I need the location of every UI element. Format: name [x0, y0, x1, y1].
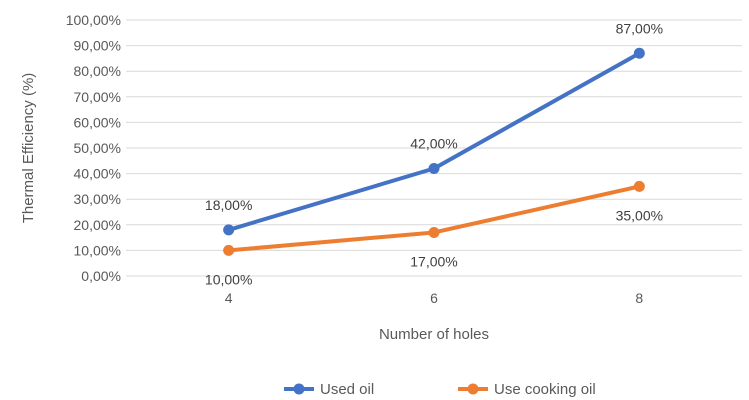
y-tick-label: 30,00% — [74, 191, 121, 207]
y-tick-label: 40,00% — [74, 166, 121, 182]
data-labels: 18,00% 42,00% 87,00% 10,00% 17,00% 35,00% — [205, 20, 663, 287]
series-lines — [223, 47, 645, 256]
data-point — [428, 162, 440, 174]
legend-swatch-marker — [293, 383, 305, 395]
data-label: 18,00% — [205, 197, 252, 213]
y-tick-label: 60,00% — [74, 114, 121, 130]
legend-label: Used oil — [320, 381, 374, 398]
x-tick-label: 6 — [430, 290, 438, 306]
data-point — [223, 224, 235, 236]
y-axis-title: Thermal Efficiency (%) — [20, 73, 37, 224]
data-point — [223, 244, 235, 256]
legend-swatch-marker — [467, 383, 479, 395]
y-tick-label: 80,00% — [74, 63, 121, 79]
y-tick-label: 50,00% — [74, 140, 121, 156]
y-tick-label: 100,00% — [66, 12, 121, 28]
data-label: 10,00% — [205, 271, 252, 287]
data-label: 35,00% — [616, 207, 663, 223]
y-axis-ticks: 0,00% 10,00% 20,00% 30,00% 40,00% 50,00% 60,00… — [66, 12, 121, 284]
x-axis-ticks: 4 6 8 — [225, 290, 644, 306]
x-tick-label: 4 — [225, 290, 233, 306]
legend: Used oil Use cooking oil — [284, 381, 596, 398]
y-tick-label: 20,00% — [74, 217, 121, 233]
x-tick-label: 8 — [635, 290, 643, 306]
series-line-1 — [226, 184, 642, 253]
y-tick-label: 70,00% — [74, 89, 121, 105]
y-tick-label: 90,00% — [74, 38, 121, 54]
data-point — [428, 226, 440, 238]
legend-label: Use cooking oil — [494, 381, 596, 398]
data-label: 87,00% — [616, 20, 663, 36]
y-tick-label: 10,00% — [74, 242, 121, 258]
data-label: 42,00% — [410, 135, 457, 151]
y-tick-label: 0,00% — [81, 268, 121, 284]
data-label: 17,00% — [410, 253, 457, 269]
x-axis-title: Number of holes — [379, 326, 489, 343]
data-point — [633, 180, 645, 192]
data-point — [633, 47, 645, 59]
